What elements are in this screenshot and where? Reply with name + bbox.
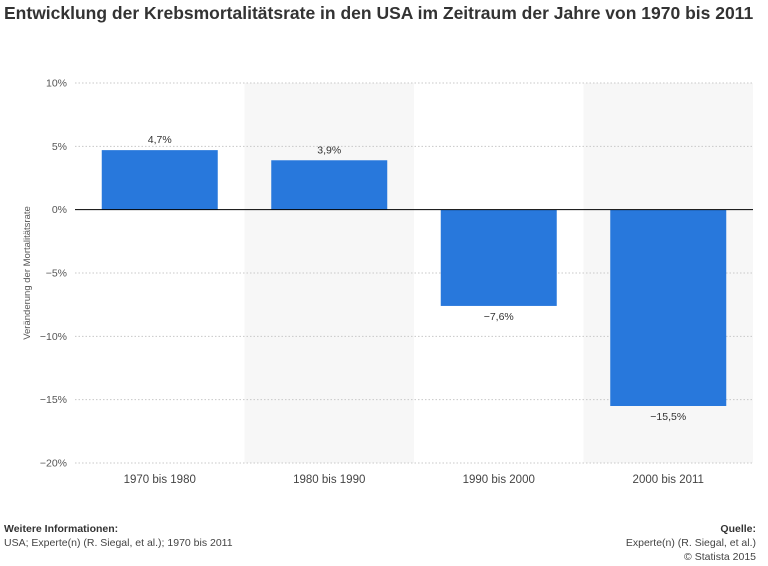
data-label: 3,9% [317,144,341,156]
data-label: 4,7% [148,134,172,146]
bar [271,160,388,210]
bar [440,209,557,306]
source-text: Experte(n) (R. Siegal, et al.) [625,537,756,549]
bar [610,209,727,406]
info-text: USA; Experte(n) (R. Siegal, et al.); 197… [4,537,233,549]
background-band [244,83,414,463]
y-tick-label: −20% [40,458,67,470]
source-heading: Quelle: [720,523,756,535]
x-tick-label: 2000 bis 2011 [633,474,704,486]
y-tick-label: −15% [40,394,67,406]
x-tick-label: 1970 bis 1980 [124,474,196,486]
footer-source: Quelle: Experte(n) (R. Siegal, et al.) ©… [626,522,756,564]
data-label: −7,6% [484,311,514,323]
y-tick-label: 5% [52,141,67,153]
chart-title: Entwicklung der Krebsmortalitätsrate in … [4,3,754,23]
footer-info: Weitere Informationen: USA; Experte(n) (… [4,522,233,550]
y-tick-label: −5% [46,268,67,280]
data-label: −15,5% [650,411,686,423]
bar [101,150,218,210]
x-tick-label: 1990 bis 2000 [463,474,535,486]
info-heading: Weitere Informationen: [4,523,119,535]
y-tick-label: −10% [40,331,67,343]
bar-chart: 10% 5% 0% −5% −10% −15% −20% 4,7% 1970 bis 1980 3… [22,78,753,486]
y-tick-label: 10% [46,78,67,90]
x-tick-label: 1980 bis 1990 [293,474,365,486]
y-axis-label: Veränderung der Mortalitätsrate [22,206,33,340]
copyright: © Statista 2015 [684,551,756,563]
y-tick-label: 0% [52,204,67,216]
